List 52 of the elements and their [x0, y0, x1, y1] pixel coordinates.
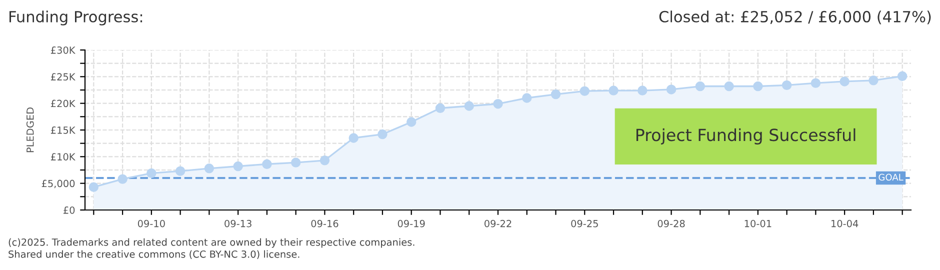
point: [262, 159, 272, 169]
chart-subtitle: Closed at: £25,052 / £6,000 (417%): [659, 10, 931, 24]
point: [550, 89, 561, 100]
point: [753, 81, 763, 92]
point: [233, 161, 243, 172]
point: [724, 81, 734, 92]
ref-line-label: GOAL: [878, 174, 904, 181]
point: [464, 101, 474, 111]
y-tick-label: £30K: [50, 46, 76, 54]
point: [580, 86, 590, 96]
x-tick-label: 09-28: [658, 220, 685, 228]
point: [146, 168, 156, 178]
y-tick-label: £25K: [50, 73, 76, 80]
y-tick-label: £5,000: [42, 180, 75, 188]
point: [695, 81, 706, 92]
point: [435, 103, 446, 113]
point: [175, 166, 186, 176]
point: [493, 99, 503, 109]
y-tick-label: £10K: [50, 153, 76, 160]
point: [88, 182, 99, 192]
point: [666, 84, 676, 94]
x-tick-label: 09-16: [311, 220, 338, 228]
point: [406, 117, 416, 127]
x-tick-label: 09-10: [138, 220, 165, 228]
point: [204, 164, 214, 174]
x-tick-label: 09-19: [398, 220, 425, 228]
point: [782, 80, 792, 90]
point: [522, 93, 532, 103]
text: Shared under the creative commons (CC BY-NC 3.0) license.: [8, 250, 300, 259]
point: [378, 129, 388, 140]
point: [810, 78, 821, 88]
text: (c)2025. Trademarks and related content are owned by their respective companies.: [8, 238, 414, 248]
point: [348, 133, 358, 143]
annotation: Project Funding Successful: [636, 128, 856, 144]
y-axis-title: PLEDGED: [26, 108, 34, 152]
point: [638, 86, 648, 96]
point: [118, 174, 128, 184]
chart-title: Funding Progress:: [10, 10, 142, 26]
y-tick-label: £15K: [50, 126, 76, 134]
x-tick-label: 09-25: [571, 220, 598, 228]
point: [868, 76, 878, 86]
point: [840, 76, 850, 86]
y-tick-label: £20K: [50, 100, 76, 108]
point: [897, 71, 908, 81]
x-tick-label: 10-04: [832, 220, 858, 228]
point: [290, 158, 301, 168]
x-tick-label: 09-13: [224, 220, 252, 228]
x-tick-label: 09-22: [484, 220, 512, 228]
y-tick-label: £0: [64, 206, 75, 214]
point: [320, 156, 330, 166]
point: [608, 86, 618, 96]
x-tick-label: 10-01: [744, 220, 772, 228]
